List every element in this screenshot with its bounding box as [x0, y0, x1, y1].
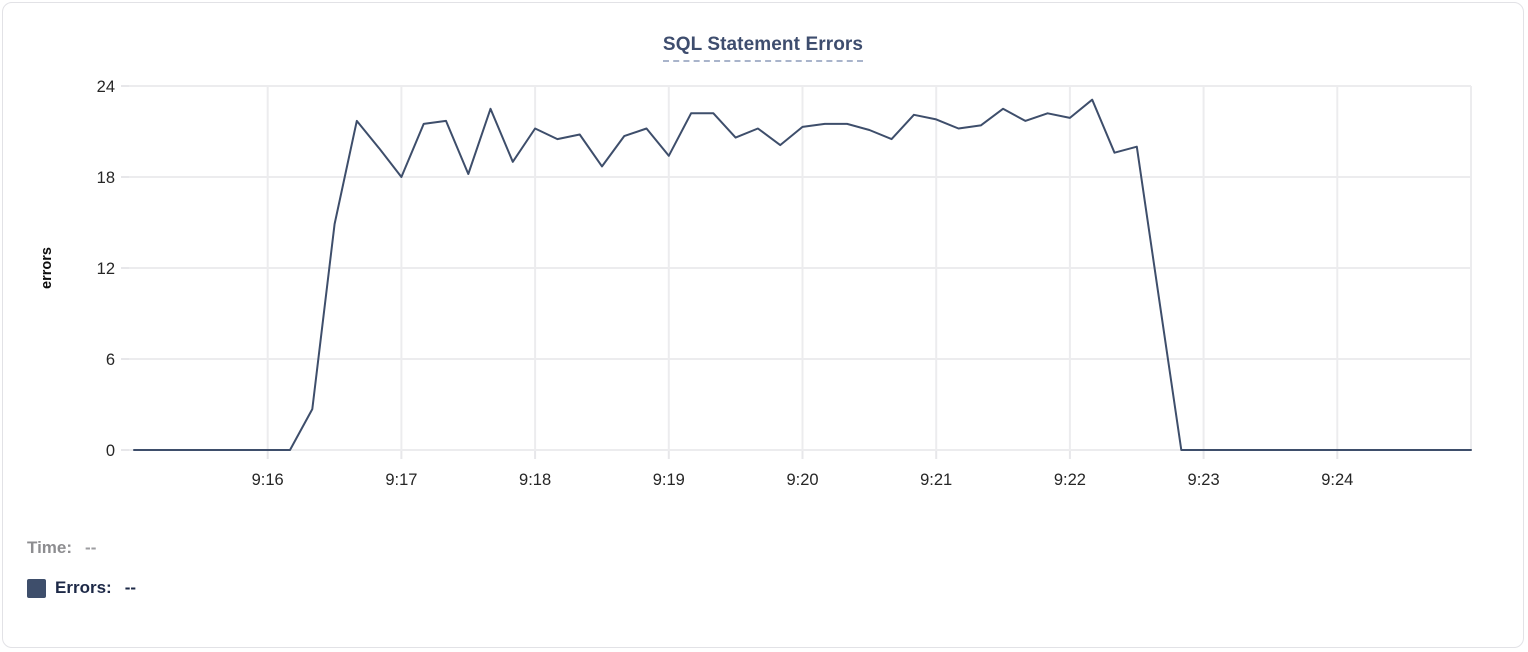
y-tick-label: 24 — [97, 78, 115, 96]
y-tick-label: 0 — [106, 442, 115, 460]
x-tick-label: 9:23 — [1188, 471, 1220, 489]
y-tick-label: 6 — [106, 351, 115, 369]
x-tick-label: 9:19 — [653, 471, 685, 489]
y-tick-label: 18 — [97, 169, 115, 187]
chart-title[interactable]: SQL Statement Errors — [662, 34, 864, 62]
time-value: -- — [85, 538, 97, 557]
errors-series-swatch — [27, 578, 46, 598]
time-label: Time: — [27, 538, 73, 557]
tooltip-time-row: Time: -- — [27, 538, 96, 558]
x-tick-label: 9:17 — [385, 471, 417, 489]
x-tick-label: 9:24 — [1321, 471, 1353, 489]
errors-label: Errors: — [55, 578, 112, 597]
tooltip-errors-row: Errors: -- — [27, 578, 136, 598]
chart-header: SQL Statement Errors — [3, 34, 1523, 62]
x-tick-label: 9:21 — [920, 471, 952, 489]
x-tick-label: 9:22 — [1054, 471, 1086, 489]
errors-value: -- — [124, 578, 137, 597]
errors-series-line[interactable] — [133, 98, 1472, 451]
x-tick-label: 9:16 — [252, 471, 284, 489]
x-tick-label: 9:20 — [786, 471, 818, 489]
y-tick-label: 12 — [97, 260, 115, 278]
y-axis-title: errors — [39, 247, 55, 289]
errors-line-chart[interactable]: 0 6 12 18 24 9:16 9:17 9:18 9:19 9:20 9:21 9:22 9:23… — [3, 3, 1524, 508]
x-tick-label: 9:18 — [519, 471, 551, 489]
